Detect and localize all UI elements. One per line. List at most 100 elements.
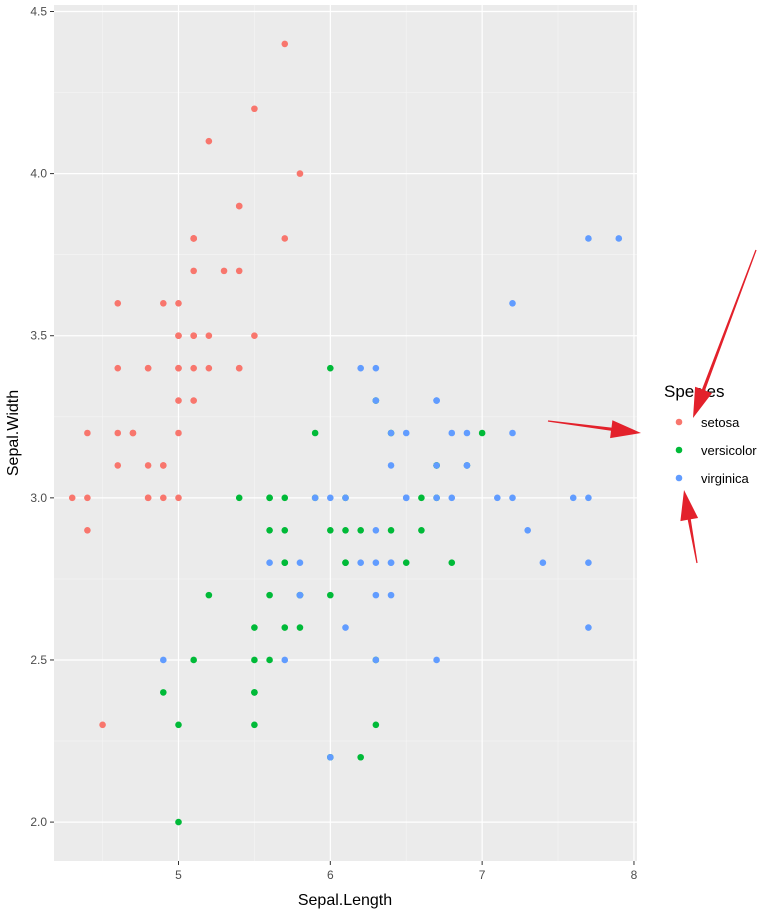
point-setosa: [281, 40, 289, 48]
point-virginica: [281, 656, 289, 664]
point-versicolor: [251, 689, 258, 696]
point-setosa: [160, 462, 167, 469]
point-setosa: [235, 364, 243, 372]
point-virginica: [327, 494, 334, 502]
point-setosa: [175, 429, 182, 437]
point-versicolor: [235, 494, 243, 502]
point-versicolor: [296, 624, 304, 631]
y-tick-label: 3.5: [30, 329, 47, 343]
point-setosa: [175, 364, 182, 372]
point-virginica: [494, 494, 501, 502]
point-setosa: [160, 494, 167, 502]
point-virginica: [509, 429, 516, 437]
point-versicolor: [327, 591, 334, 599]
y-axis-title: Sepal.Width: [5, 390, 22, 476]
point-virginica: [387, 462, 395, 469]
point-setosa: [114, 300, 122, 307]
point-virginica: [372, 591, 380, 599]
point-versicolor: [342, 526, 349, 534]
point-virginica: [160, 656, 167, 664]
point-setosa: [84, 494, 91, 502]
y-axis: 2.0 2.5 3.0 3.5 4.0 4.5: [30, 4, 54, 829]
point-virginica: [296, 591, 304, 599]
legend-title: Species: [664, 382, 724, 401]
x-tick-label: 5: [175, 868, 182, 882]
point-setosa: [205, 332, 213, 340]
y-tick-label: 4.5: [30, 4, 47, 18]
point-virginica: [342, 494, 349, 502]
point-setosa: [114, 429, 122, 437]
point-virginica: [433, 494, 440, 502]
legend-key-setosa: [675, 418, 683, 426]
point-setosa: [144, 462, 152, 469]
point-virginica: [372, 364, 380, 372]
point-setosa: [190, 364, 197, 372]
point-versicolor: [266, 494, 273, 502]
point-setosa: [175, 300, 182, 307]
point-setosa: [99, 721, 106, 729]
arrow-to-legend-bottom: [680, 490, 699, 564]
point-setosa: [84, 526, 91, 534]
point-virginica: [433, 462, 440, 469]
point-virginica: [402, 494, 410, 502]
x-tick-label: 6: [327, 868, 334, 882]
point-versicolor: [327, 526, 334, 534]
point-virginica: [311, 494, 319, 502]
point-virginica: [357, 559, 364, 566]
point-setosa: [160, 300, 167, 307]
point-setosa: [129, 429, 137, 437]
point-versicolor: [281, 559, 289, 566]
point-setosa: [114, 364, 122, 372]
point-virginica: [433, 656, 440, 664]
point-versicolor: [251, 656, 258, 664]
arrow-to-legend-keys: [547, 420, 641, 439]
point-versicolor: [160, 689, 167, 696]
point-versicolor: [372, 721, 380, 729]
point-virginica: [402, 429, 410, 437]
point-virginica: [296, 559, 304, 566]
point-virginica: [387, 591, 395, 599]
point-virginica: [372, 656, 380, 664]
point-setosa: [114, 462, 122, 469]
point-virginica: [585, 559, 592, 566]
point-versicolor: [190, 656, 197, 664]
point-setosa: [251, 105, 258, 113]
point-virginica: [372, 526, 380, 534]
point-virginica: [509, 494, 516, 502]
y-tick-label: 4.0: [30, 167, 47, 181]
point-setosa: [235, 202, 243, 210]
point-virginica: [585, 624, 592, 631]
point-versicolor: [266, 526, 273, 534]
point-setosa: [190, 235, 197, 242]
plot-panel: [54, 5, 637, 861]
point-versicolor: [418, 526, 425, 534]
legend-keys: setosa versicolor virginica: [675, 415, 757, 486]
point-setosa: [190, 397, 197, 404]
point-versicolor: [266, 591, 273, 599]
point-virginica: [387, 429, 395, 437]
y-tick-label: 3.0: [30, 491, 47, 505]
point-virginica: [448, 494, 456, 502]
point-setosa: [144, 364, 152, 372]
point-setosa: [175, 397, 182, 404]
point-setosa: [175, 494, 182, 502]
point-virginica: [327, 753, 334, 761]
point-versicolor: [251, 721, 258, 729]
point-versicolor: [281, 494, 289, 502]
data-points: [68, 40, 623, 826]
legend-key-virginica: [675, 474, 683, 482]
point-versicolor: [387, 526, 395, 534]
point-virginica: [372, 559, 380, 566]
point-virginica: [615, 235, 623, 242]
point-setosa: [296, 170, 304, 177]
point-setosa: [205, 364, 213, 372]
point-setosa: [190, 332, 197, 340]
point-virginica: [463, 462, 471, 469]
point-virginica: [539, 559, 547, 566]
point-versicolor: [311, 429, 319, 437]
point-versicolor: [251, 624, 258, 631]
legend-label-setosa: setosa: [701, 415, 740, 430]
point-versicolor: [281, 624, 289, 631]
point-virginica: [585, 494, 592, 502]
